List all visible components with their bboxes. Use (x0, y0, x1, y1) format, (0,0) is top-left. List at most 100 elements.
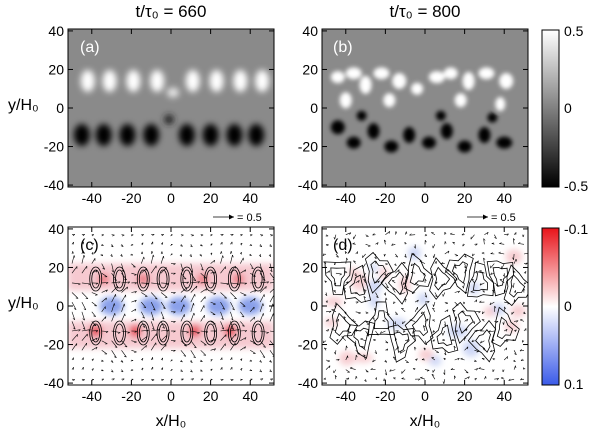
vector-arrow (141, 345, 147, 351)
vector-arrowhead (142, 316, 145, 319)
positive-blob (454, 93, 467, 108)
positive-region (324, 317, 338, 327)
vector-arrowhead (456, 277, 458, 281)
negative-region (417, 292, 429, 306)
vector-arrowhead (347, 377, 350, 381)
vector-arrow (431, 232, 436, 235)
vector-arrowhead (490, 252, 493, 254)
vector-arrowhead (344, 244, 347, 247)
vector-arrow (372, 317, 376, 322)
vector-arrowhead (201, 378, 204, 381)
vector-arrow (230, 321, 234, 330)
vector-arrow (200, 296, 206, 303)
vector-arrowhead (507, 303, 510, 305)
vector-arrowhead (522, 339, 524, 343)
vector-arrowhead (480, 329, 483, 332)
negative-region (369, 292, 380, 309)
vector-arrow (150, 311, 155, 321)
vector-arrowhead (328, 270, 330, 274)
vector-arrowhead (145, 268, 147, 271)
vector-arrow (454, 253, 459, 256)
vector-arrowhead (73, 255, 76, 258)
vector-arrowhead (478, 367, 481, 369)
vector-arrow (385, 297, 387, 303)
vector-arrowhead (395, 313, 398, 315)
vector-arrow (434, 350, 439, 353)
panel-a-field (73, 70, 270, 146)
vector-arrowhead (154, 298, 158, 300)
contour-line (136, 266, 150, 292)
vector-arrowhead (134, 291, 137, 294)
vector-arrow (131, 308, 137, 313)
vector-arrow (480, 340, 485, 344)
vector-arrow (483, 238, 485, 245)
contour-line (387, 324, 416, 363)
vector-arrow (355, 354, 357, 361)
vector-arrowhead (72, 251, 74, 254)
vector-arrow (325, 270, 330, 274)
vector-arrow (405, 339, 409, 341)
vector-arrowhead (424, 343, 427, 346)
vector-arrow (131, 272, 137, 275)
vector-arrowhead (92, 358, 94, 362)
vector-arrowhead (486, 232, 489, 235)
vector-arrowhead (124, 303, 126, 307)
vector-arrow (513, 253, 515, 260)
vector-arrowhead (410, 263, 413, 266)
contour-line (330, 267, 346, 287)
vector-arrowhead (251, 267, 254, 270)
vector-arrowhead (73, 327, 76, 330)
vector-arrow (375, 292, 379, 298)
negative-blob (73, 123, 90, 146)
vector-arrowhead (464, 266, 467, 269)
negative-blob (226, 123, 243, 146)
vector-arrowhead (427, 301, 430, 304)
vector-arrow (325, 365, 331, 370)
vector-arrow (131, 263, 136, 268)
vector-arrow (210, 339, 216, 341)
y-tick-label: -40 (298, 177, 318, 193)
vector-arrowhead (472, 321, 475, 324)
vector-arrow (503, 347, 508, 351)
vector-arrow (250, 298, 256, 303)
vector-arrow (269, 282, 274, 284)
y-tick-label: 40 (302, 23, 318, 39)
vector-arrowhead (502, 274, 505, 277)
vector-arrowhead (173, 330, 176, 333)
vector-arrow (454, 357, 460, 361)
vector-arrow (423, 325, 426, 332)
vector-arrowhead (327, 319, 329, 322)
vector-arrowhead (111, 270, 114, 273)
contour-line (251, 320, 265, 346)
vector-arrow (503, 321, 505, 325)
vector-arrowhead (512, 257, 514, 260)
vector-arrow (81, 321, 86, 330)
vector-arrow (385, 311, 390, 315)
vector-arrow (431, 357, 436, 361)
vector-arrowhead (394, 264, 397, 266)
vector-arrow (101, 340, 108, 345)
vector-arrow (432, 244, 436, 249)
vector-arrowhead (475, 329, 478, 333)
positive-region (324, 296, 343, 307)
positive-blob (345, 67, 362, 80)
vector-arrowhead (392, 288, 395, 290)
positive-blob (443, 67, 458, 80)
vector-arrowhead (451, 339, 454, 341)
x-tick-label: 0 (167, 190, 175, 206)
positive-region (418, 348, 434, 361)
vector-arrowhead (513, 360, 516, 362)
vector-arrow (91, 269, 98, 274)
vector-arrowhead (336, 339, 339, 342)
vector-arrow (121, 263, 124, 272)
vector-arrowhead (506, 233, 509, 236)
vector-arrowhead (384, 273, 387, 276)
vector-arrowhead (491, 339, 495, 341)
vector-arrow (91, 346, 98, 351)
vector-arrow (464, 369, 469, 374)
vector-arrow (434, 292, 438, 297)
vector-arrowhead (449, 232, 453, 235)
vector-arrowhead (236, 283, 240, 286)
vector-arrow (220, 334, 227, 341)
vector-arrowhead (205, 331, 209, 334)
